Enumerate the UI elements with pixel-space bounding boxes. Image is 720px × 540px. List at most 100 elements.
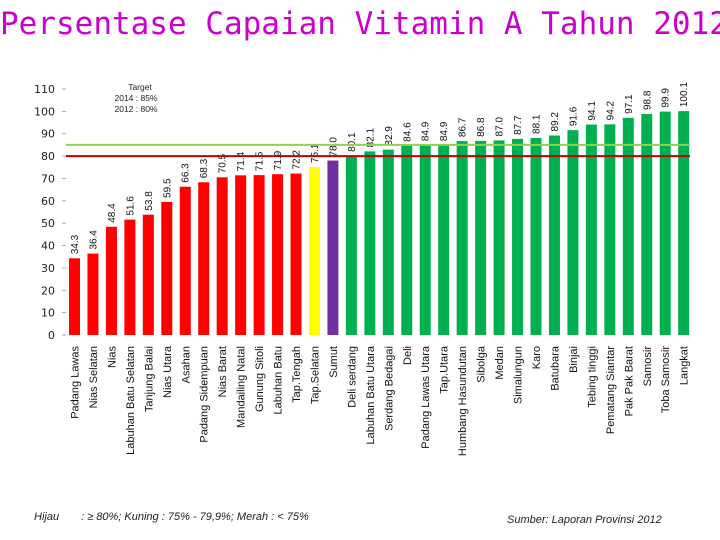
bar xyxy=(548,135,560,335)
bar-value-label: 51.6 xyxy=(125,196,136,216)
category-label: Nias xyxy=(106,346,118,369)
category-label: Medan xyxy=(494,346,506,380)
bar xyxy=(530,137,542,335)
bar-value-label: 71.5 xyxy=(255,151,266,171)
y-tick-label: 90 xyxy=(41,128,55,141)
bar-value-label: 78.0 xyxy=(328,137,339,157)
bar xyxy=(179,186,191,335)
y-axis: 0 10 20 30 40 50 60 70 80 90 100 110 xyxy=(34,83,66,342)
bar xyxy=(272,174,284,335)
bar-value-label: 84.9 xyxy=(421,121,432,141)
bar xyxy=(641,114,653,335)
bar xyxy=(512,138,524,335)
y-tick-label: 100 xyxy=(34,105,55,118)
bar-value-label: 86.7 xyxy=(458,117,469,137)
category-label: Tap.Selatan xyxy=(309,346,321,404)
target-heading: Target xyxy=(128,82,152,92)
bar-value-label: 91.6 xyxy=(568,106,579,126)
bar-value-label: 80.1 xyxy=(347,132,358,152)
bar xyxy=(401,145,413,335)
bar xyxy=(142,214,154,335)
bar xyxy=(622,117,634,335)
y-tick-label: 10 xyxy=(41,307,55,320)
category-label: Labuhan Batu Selatan xyxy=(125,346,137,455)
bar xyxy=(345,155,357,335)
category-label: Asahan xyxy=(180,346,192,383)
bar xyxy=(235,175,247,335)
category-label: Tebing tinggi xyxy=(586,346,598,408)
category-label: Nias Utara xyxy=(162,345,174,398)
bar-value-label: 82.1 xyxy=(365,127,376,147)
bar xyxy=(216,177,228,335)
bar xyxy=(438,145,450,335)
bar-value-label: 72.2 xyxy=(292,150,303,170)
bar-value-label: 59.5 xyxy=(162,178,173,198)
bar-value-label: 84.6 xyxy=(402,122,413,142)
bar-value-label: 36.4 xyxy=(88,230,99,250)
category-label: Karo xyxy=(531,346,543,369)
bar-value-label: 86.8 xyxy=(476,117,487,137)
bar xyxy=(567,130,579,335)
bar-value-label: 88.1 xyxy=(532,114,543,134)
category-label: Nias Barat xyxy=(217,346,229,397)
bar xyxy=(161,201,173,335)
chart-title: Persentase Capaian Vitamin A Tahun 2012 xyxy=(0,6,720,42)
category-label: Gunung Sitoli xyxy=(254,346,266,412)
category-label: Labuhan Batu Utara xyxy=(365,345,377,444)
y-tick-label: 110 xyxy=(34,83,55,96)
bar-value-label: 34.3 xyxy=(70,234,81,254)
bar xyxy=(475,140,487,335)
bar xyxy=(364,151,376,335)
category-label: Tap.Utara xyxy=(439,345,451,394)
target-2014-label: 2014 : 85% xyxy=(114,93,157,103)
y-tick-label: 80 xyxy=(41,150,55,163)
bar xyxy=(493,140,505,335)
bars-group: 34.3 Padang Lawas 36.4 Nias Selatan 48.4 Nias… xyxy=(69,82,691,456)
category-label: Toba Samosir xyxy=(660,346,672,414)
bar-value-label: 94.2 xyxy=(605,100,616,120)
legend-hijau: Hijau xyxy=(34,511,60,523)
bar-value-label: 53.8 xyxy=(144,191,155,211)
bar xyxy=(198,182,210,335)
bar-value-label: 71.4 xyxy=(236,151,247,171)
bar-value-label: 100.1 xyxy=(679,82,690,107)
source-note: Sumber: Laporan Provinsi 2012 xyxy=(507,514,662,526)
y-tick-label: 30 xyxy=(41,262,55,275)
bar xyxy=(456,141,468,335)
bar xyxy=(419,145,431,335)
bar xyxy=(327,160,339,335)
category-label: Deli xyxy=(402,346,414,365)
bar xyxy=(87,253,99,335)
target-2012-label: 2012 : 80% xyxy=(114,104,157,114)
bar-value-label: 84.9 xyxy=(439,121,450,141)
category-label: Samosir xyxy=(642,346,654,387)
bar xyxy=(69,258,80,335)
bar-value-label: 87.0 xyxy=(495,117,506,137)
bar-value-label: 89.2 xyxy=(550,112,561,132)
category-label: Sumut xyxy=(328,346,340,378)
bar xyxy=(659,111,671,335)
legend-rest: : ≥ 80%; Kuning : 75% - 79,9%; Merah : <… xyxy=(81,511,309,523)
category-label: Batubara xyxy=(549,345,561,391)
bar xyxy=(253,175,265,335)
category-label: Tap.Tengah xyxy=(291,346,303,403)
y-tick-label: 20 xyxy=(41,284,55,297)
bar-value-label: 66.3 xyxy=(181,163,192,183)
bar-value-label: 70.5 xyxy=(218,153,229,173)
bar-value-label: 97.1 xyxy=(624,94,635,114)
legend: Hijau : ≥ 80%; Kuning : 75% - 79,9%; Mera… xyxy=(34,511,309,523)
y-tick-label: 40 xyxy=(41,240,55,253)
category-label: Tanjung Balai xyxy=(143,346,155,412)
category-label: Nias Selatan xyxy=(88,346,100,408)
bar xyxy=(124,219,136,335)
bar xyxy=(678,111,690,335)
bar xyxy=(585,124,597,335)
bar xyxy=(604,124,616,335)
target-lines xyxy=(66,143,690,158)
bar xyxy=(105,226,117,335)
y-tick-label: 50 xyxy=(41,217,55,230)
bar xyxy=(308,167,320,335)
category-label: Pak Pak Barat xyxy=(623,346,635,416)
category-label: Pematang Siantar xyxy=(605,346,617,434)
bar xyxy=(382,149,394,335)
